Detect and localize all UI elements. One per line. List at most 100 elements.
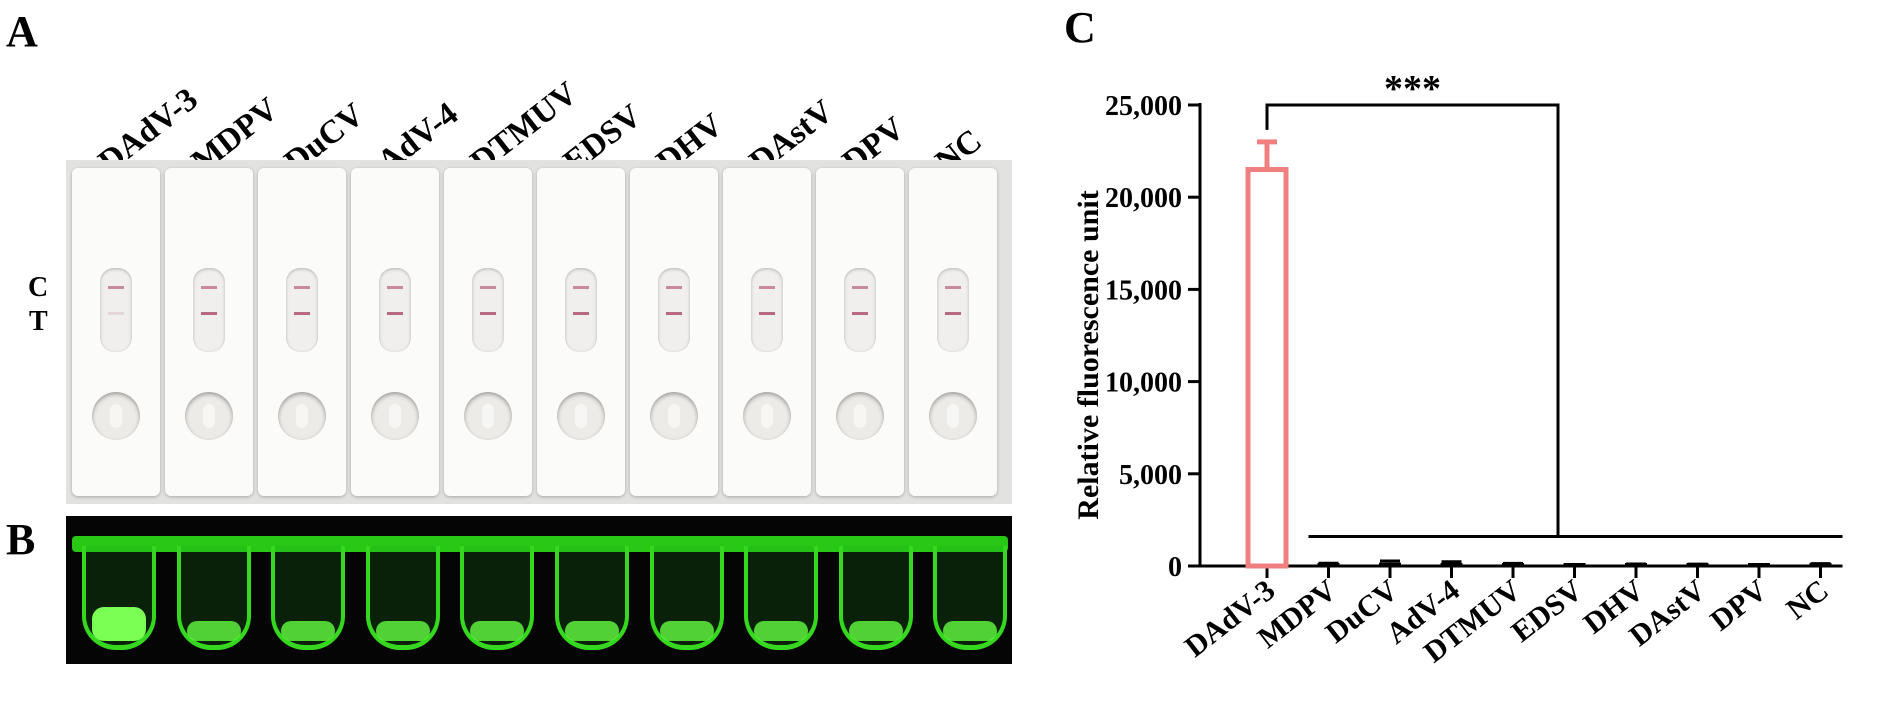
test-line: [387, 312, 403, 315]
sample-well: [650, 392, 698, 440]
test-strip: [909, 168, 997, 496]
reaction-tube: [838, 546, 913, 650]
reaction-tube: [649, 546, 724, 650]
control-line: [945, 286, 961, 289]
test-line-label: T: [29, 306, 48, 337]
test-line: [480, 312, 496, 315]
bar-dastv: [1686, 563, 1709, 566]
panel-c-label: C: [1064, 3, 1096, 52]
y-axis-label: Relative fluorescence unit: [1072, 190, 1105, 519]
y-tick-label: 0: [1168, 552, 1182, 583]
bar-dpv: [1748, 563, 1770, 566]
test-line: [852, 312, 868, 315]
x-tick-label: DHV: [1577, 573, 1650, 640]
x-tick-label: DAdV-3: [1179, 574, 1282, 664]
control-line: [294, 286, 310, 289]
test-line: [759, 312, 775, 315]
y-tick-label: 25,000: [1105, 91, 1182, 122]
control-line: [201, 286, 217, 289]
test-strip: [816, 168, 904, 496]
x-tick-label: AdV-4: [1380, 574, 1466, 651]
strip-result-window: [751, 268, 783, 352]
sample-well: [185, 392, 233, 440]
tube-liquid: [659, 621, 714, 641]
strip-result-window: [193, 268, 225, 352]
sample-well: [92, 392, 140, 440]
control-line: [759, 286, 775, 289]
tube-liquid: [470, 621, 525, 641]
bar-adv-4: [1440, 563, 1463, 566]
bar-dtmuv: [1502, 563, 1524, 566]
strip-result-window: [286, 268, 318, 352]
control-line: [108, 286, 124, 289]
y-tick-label: 10,000: [1105, 368, 1182, 399]
test-strip: [444, 168, 532, 496]
sample-well: [278, 392, 326, 440]
reaction-tube: [744, 546, 819, 650]
test-strip: [165, 168, 253, 496]
control-line: [852, 286, 868, 289]
bar-dadv-3: [1245, 167, 1289, 569]
panel-b-label: B: [6, 515, 36, 564]
sample-well: [371, 392, 419, 440]
test-strip: [72, 168, 160, 496]
tube-liquid: [375, 621, 430, 641]
strip-result-window: [472, 268, 504, 352]
y-tick-label: 20,000: [1105, 183, 1182, 214]
reaction-tube: [82, 546, 156, 650]
tube-liquid: [848, 621, 903, 641]
lateral-flow-strips-photo: [66, 160, 1012, 504]
sample-well-inner: [947, 404, 959, 428]
x-tick-label: DuCV: [1320, 573, 1405, 649]
reaction-tube: [365, 546, 440, 650]
reaction-tube: [460, 546, 535, 650]
control-line: [573, 286, 589, 289]
sample-well-inner: [203, 404, 215, 428]
sample-well: [557, 392, 605, 440]
sample-well: [929, 392, 977, 440]
x-tick-label: MDPV: [1252, 573, 1343, 655]
sample-well-inner: [854, 404, 866, 428]
sample-well-inner: [296, 404, 308, 428]
strip-result-window: [379, 268, 411, 352]
control-line-label: C: [28, 272, 49, 303]
strip-result-window: [937, 268, 969, 352]
x-tick-label: NC: [1780, 574, 1834, 627]
test-line: [666, 312, 682, 315]
sample-well-inner: [482, 404, 494, 428]
test-strip: [258, 168, 346, 496]
reaction-tube: [933, 546, 1008, 650]
strip-result-window: [100, 268, 132, 352]
reaction-tube: [271, 546, 346, 650]
tube-liquid: [186, 621, 241, 641]
strip-result-window: [565, 268, 597, 352]
fluorescence-tubes-photo: [66, 516, 1012, 664]
sample-well-inner: [110, 404, 122, 428]
reaction-tube: [176, 546, 251, 650]
y-tick-label: 15,000: [1105, 275, 1182, 306]
bar-mdpv: [1317, 563, 1340, 566]
strip-result-window: [844, 268, 876, 352]
test-strip: [537, 168, 625, 496]
reaction-tube: [555, 546, 629, 650]
sample-well-inner: [575, 404, 587, 428]
x-tick-label: DAstV: [1623, 573, 1712, 653]
tube-liquid: [92, 607, 146, 641]
sample-well: [836, 392, 884, 440]
x-tick-label: DTMUV: [1418, 573, 1528, 669]
test-strip: [351, 168, 439, 496]
test-line: [945, 312, 961, 315]
sample-well: [743, 392, 791, 440]
control-line: [480, 286, 496, 289]
significance-stars: ***: [1384, 68, 1441, 110]
test-line: [294, 312, 310, 315]
strip-result-window: [658, 268, 690, 352]
x-tick-label: EDSV: [1505, 573, 1589, 648]
test-strip: [630, 168, 718, 496]
test-strip: [723, 168, 811, 496]
sample-well: [464, 392, 512, 440]
test-line: [573, 312, 589, 315]
tube-liquid: [281, 621, 336, 641]
sample-well-inner: [389, 404, 401, 428]
sample-well-inner: [761, 404, 773, 428]
